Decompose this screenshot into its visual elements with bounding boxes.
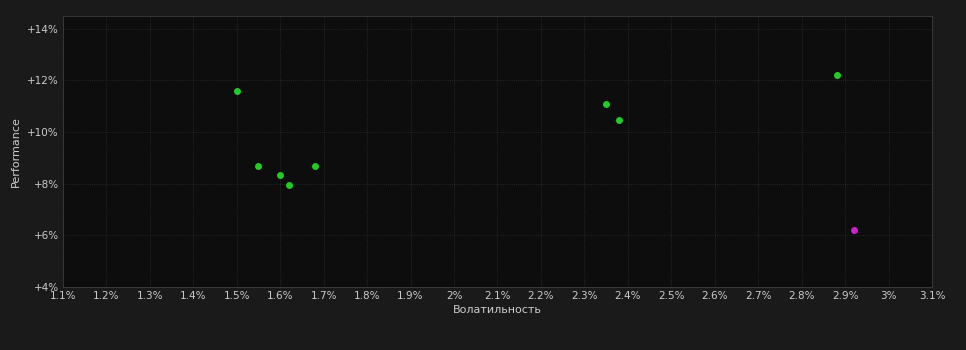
Point (599, 101, 614, 106)
Point (229, 88, 244, 93)
X-axis label: Волатильность: Волатильность (453, 305, 542, 315)
Point (829, 72, 844, 78)
Point (251, 163, 267, 168)
Point (611, 118, 627, 123)
Point (846, 228, 862, 233)
Point (281, 182, 297, 188)
Point (272, 172, 288, 177)
Y-axis label: Performance: Performance (12, 116, 21, 187)
Point (307, 163, 323, 168)
